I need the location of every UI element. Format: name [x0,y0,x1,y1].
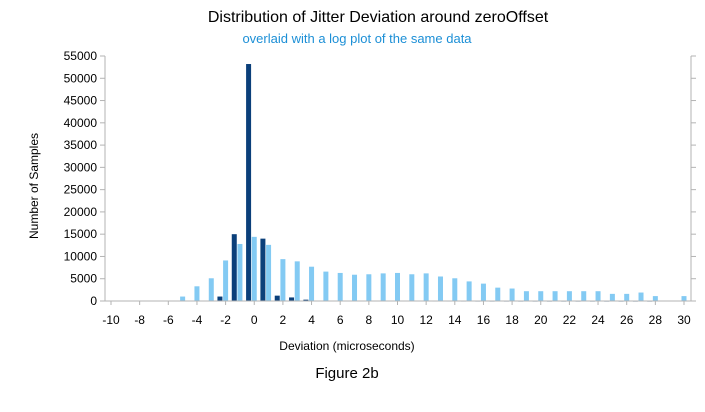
y-tick-label: 15000 [64,227,98,241]
x-tick-label: 20 [534,313,548,327]
log-bar [480,283,486,301]
log-bar [595,291,601,301]
log-bar [538,291,544,301]
log-bar [309,266,315,301]
log-bar [194,286,200,301]
x-tick-label: 24 [591,313,605,327]
y-tick-label: 30000 [64,160,98,174]
y-tick-label: 20000 [64,205,98,219]
linear-bar [274,295,280,301]
log-bar [523,291,529,301]
x-tick-label: 2 [280,313,287,327]
y-axis-label: Number of Samples [27,133,41,239]
x-tick-label: 18 [505,313,519,327]
log-bar [223,260,229,301]
x-tick-label: -10 [102,313,120,327]
y-tick-label: 40000 [64,116,98,130]
log-bar [266,244,272,301]
log-bar [437,276,443,301]
x-tick-label: -8 [134,313,145,327]
log-bar [352,274,358,301]
x-axis-label: Deviation (microseconds) [279,339,414,353]
y-tick-label: 0 [90,294,97,308]
linear-bar [289,297,295,301]
y-tick-label: 5000 [70,272,97,286]
x-axis-ticks: -10 -8 -6 -4 -2 0 2 4 6 8 10 12 14 16 18 20 22 24 26 28 30 [102,301,691,327]
x-tick-label: 16 [477,313,491,327]
log-bar [609,293,615,301]
y-tick-label: 25000 [64,183,98,197]
log-bar [395,272,400,301]
log-bar [552,291,558,301]
log-bar [566,291,572,301]
log-bar [180,296,186,301]
y-axis-ticks: 0 5000 10000 15000 20000 25000 30000 35000 40000… [64,49,105,308]
chart-subtitle: overlaid with a log plot of the same dat… [242,31,472,46]
log-bar [366,274,372,301]
x-tick-label: -4 [192,313,203,327]
log-bar [409,274,415,301]
y-tick-label: 45000 [64,94,98,108]
x-tick-label: 4 [308,313,315,327]
x-tick-label: 28 [649,313,663,327]
right-axis-ticks [691,55,696,302]
log-bar [624,293,630,301]
log-bar [581,291,587,301]
log-bar [638,292,644,301]
log-bar [208,278,214,301]
log-bar [509,288,515,301]
log-bar [652,296,658,301]
y-tick-label: 55000 [64,49,98,63]
chart-title: Distribution of Jitter Deviation around … [208,9,549,26]
linear-bar [231,234,237,301]
x-tick-label: 26 [620,313,634,327]
log-bar [452,278,458,301]
x-tick-label: 14 [448,313,462,327]
log-bar [380,273,386,301]
figure-caption: Figure 2b [315,365,378,382]
log-bar [294,261,300,301]
linear-bar [260,238,266,301]
y-tick-label: 50000 [64,71,98,85]
log-bar [495,287,501,301]
x-tick-label: 12 [419,313,433,327]
log-bar [237,243,243,301]
log-bar [280,259,286,301]
linear-bar [246,64,252,302]
log-bar [337,272,343,301]
x-tick-label: -2 [220,313,231,327]
x-tick-label: 8 [366,313,373,327]
log-bar [423,273,429,301]
log-bar [323,271,329,301]
y-tick-label: 35000 [64,138,98,152]
log-bar [466,281,472,301]
x-tick-label: 22 [563,313,577,327]
x-tick-label: 10 [391,313,405,327]
x-tick-label: 0 [251,313,258,327]
x-tick-label: 6 [337,313,344,327]
linear-bar [303,299,309,301]
log-bar [681,296,687,301]
x-tick-label: 30 [677,313,691,327]
log-bar [251,236,257,301]
log-series [180,236,687,301]
linear-bar [217,296,223,301]
x-tick-label: -6 [163,313,174,327]
y-tick-label: 10000 [64,249,98,263]
